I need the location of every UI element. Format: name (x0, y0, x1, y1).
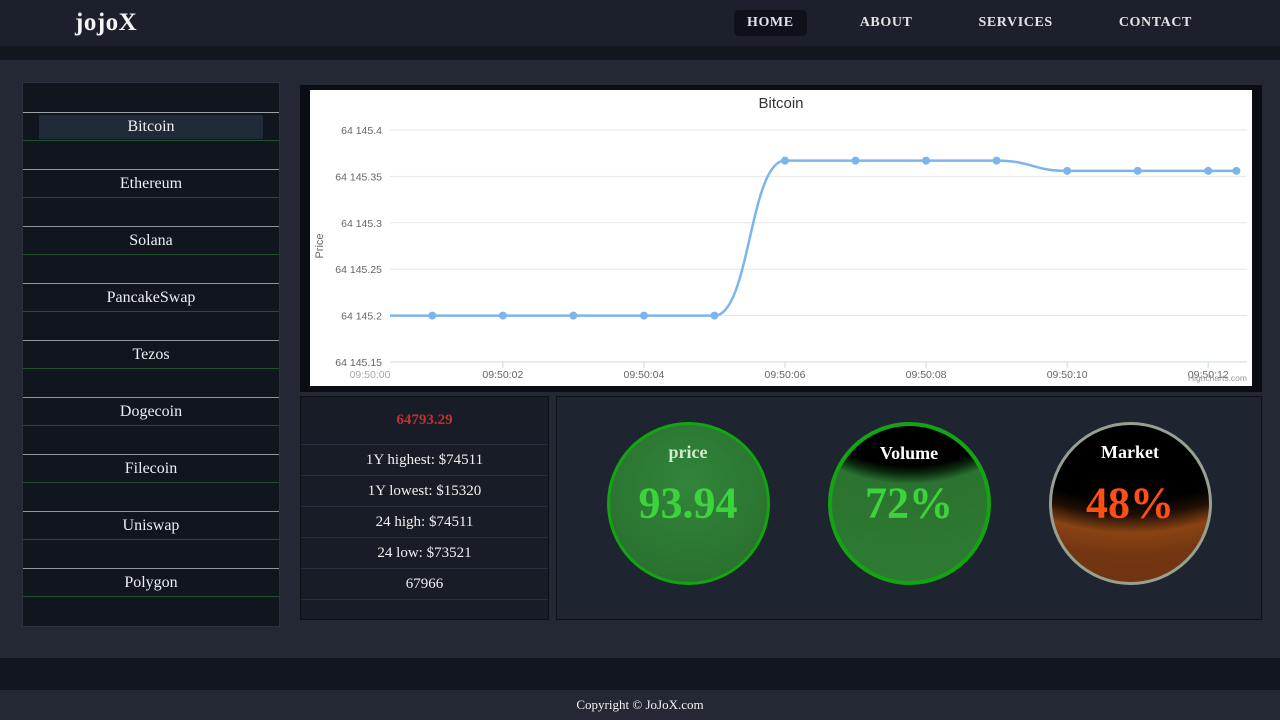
sidebar-item-solana[interactable]: Solana (23, 227, 279, 255)
sidebar-item-spacer (23, 198, 279, 227)
y-axis-tick-label: 64 145.3 (341, 218, 382, 230)
sidebar-item-spacer (23, 483, 279, 512)
gauge-value: 48% (1086, 477, 1174, 527)
sidebar-item-dogecoin[interactable]: Dogecoin (23, 398, 279, 426)
coin-label: Filecoin (124, 459, 178, 477)
coin-label: Dogecoin (119, 402, 183, 420)
chart-panel: 64 145.15 64 145.2 64 145.25 64 145.3 64 145… (300, 85, 1262, 392)
coin-label: Ethereum (119, 174, 183, 192)
footer: Copyright © JoJoX.com (0, 690, 1280, 720)
main-content: Bitcoin Ethereum Solana PancakeSwap Tezos Dog… (0, 60, 1280, 658)
sidebar-item-pancakeswap[interactable]: PancakeSwap (23, 284, 279, 312)
nav-item-services[interactable]: SERVICES (978, 15, 1053, 30)
sidebar-item-spacer (23, 540, 279, 569)
x-axis-tick-label: 09:50:12 (1188, 369, 1229, 381)
header: jojoX HOME ABOUT SERVICES CONTACT (0, 0, 1280, 46)
stats-panel: 64793.29 1Y highest: $74511 1Y lowest: $15… (300, 396, 549, 620)
x-axis-tick-label: 09:50:10 (1047, 369, 1088, 381)
gauge-price: price 93.94 (606, 422, 770, 585)
nav-item-contact[interactable]: CONTACT (1118, 15, 1192, 30)
data-point-marker (851, 156, 860, 165)
main-nav: HOME ABOUT SERVICES CONTACT (733, 10, 1205, 36)
data-point-marker (1133, 166, 1142, 175)
coin-label: Polygon (124, 573, 178, 591)
sidebar-item-tezos[interactable]: Tezos (23, 341, 279, 369)
data-point-marker (428, 311, 437, 320)
highcharts-credits[interactable]: Highcharts.com (1188, 373, 1247, 383)
sidebar-item-uniswap[interactable]: Uniswap (23, 512, 279, 540)
copyright-text: Copyright © JoJoX.com (576, 697, 704, 712)
y-axis-tick-label: 64 145.15 (335, 357, 382, 369)
coin-label: Solana (129, 231, 173, 249)
data-point-marker (1063, 166, 1072, 175)
sidebar-item-bitcoin[interactable]: Bitcoin (23, 113, 279, 141)
stat-1y-low: 1Y lowest: $15320 (301, 476, 548, 507)
coin-label: Bitcoin (39, 114, 263, 139)
gauge-value: 93.94 (638, 477, 738, 527)
sidebar-top-spacer (23, 83, 279, 113)
data-point-marker (498, 311, 507, 320)
stat-1y-high: 1Y highest: $74511 (301, 445, 548, 476)
stat-current-price: 64793.29 (301, 397, 548, 445)
sidebar-item-spacer (23, 597, 279, 626)
gauge-market: Market 48% (1048, 422, 1212, 585)
gauge-volume: Volume 72% (827, 422, 991, 585)
gauge-label: Volume (879, 443, 939, 463)
gauge-value: 72% (865, 477, 953, 527)
data-point-marker (1232, 166, 1241, 175)
coin-sidebar: Bitcoin Ethereum Solana PancakeSwap Tezos Dog… (22, 82, 280, 627)
x-axis-tick-label: 09:50:08 (906, 369, 947, 381)
sidebar-item-spacer (23, 255, 279, 284)
gauges-panel: price 93.94 Volume 72% Market 48% (556, 396, 1262, 620)
coin-label: PancakeSwap (106, 288, 196, 306)
stat-24h-low: 24 low: $73521 (301, 538, 548, 569)
brand-logo: jojoX (75, 9, 138, 36)
sidebar-item-spacer (23, 369, 279, 398)
data-point-marker (780, 156, 789, 165)
series-line (390, 159, 1237, 317)
data-point-marker (1204, 166, 1213, 175)
x-axis-tick-label: 09:50:02 (482, 369, 523, 381)
gauge-label: Market (1101, 442, 1159, 462)
y-axis-tick-label: 64 145.2 (341, 311, 382, 323)
data-point-marker (922, 156, 931, 165)
data-point-marker (569, 311, 578, 320)
y-axis-tick-label: 64 145.25 (335, 264, 382, 276)
stat-24h-high: 24 high: $74511 (301, 507, 548, 538)
y-axis-tick-label: 64 145.35 (335, 171, 382, 183)
sidebar-item-spacer (23, 426, 279, 455)
y-axis-title: Price (314, 233, 326, 258)
chart-title: Bitcoin (758, 95, 803, 112)
coin-label: Uniswap (122, 516, 180, 534)
stat-volume: 67966 (301, 569, 548, 600)
price-chart: 64 145.15 64 145.2 64 145.25 64 145.3 64 145… (310, 90, 1252, 386)
x-axis-tick-label: 09:50:00 (350, 369, 391, 381)
nav-item-home[interactable]: HOME (733, 10, 807, 36)
sidebar-item-spacer (23, 312, 279, 341)
data-point-marker (710, 311, 719, 320)
y-axis-tick-label: 64 145.4 (341, 125, 382, 137)
x-axis-tick-label: 09:50:04 (623, 369, 664, 381)
sidebar-item-spacer (23, 141, 279, 170)
sidebar-item-filecoin[interactable]: Filecoin (23, 455, 279, 483)
gauge-label: price (668, 442, 708, 462)
data-point-marker (992, 156, 1001, 165)
sidebar-item-polygon[interactable]: Polygon (23, 569, 279, 597)
x-axis-tick-label: 09:50:06 (765, 369, 806, 381)
sidebar-item-ethereum[interactable]: Ethereum (23, 170, 279, 198)
data-point-marker (639, 311, 648, 320)
coin-label: Tezos (132, 345, 170, 363)
nav-item-about[interactable]: ABOUT (859, 15, 913, 30)
